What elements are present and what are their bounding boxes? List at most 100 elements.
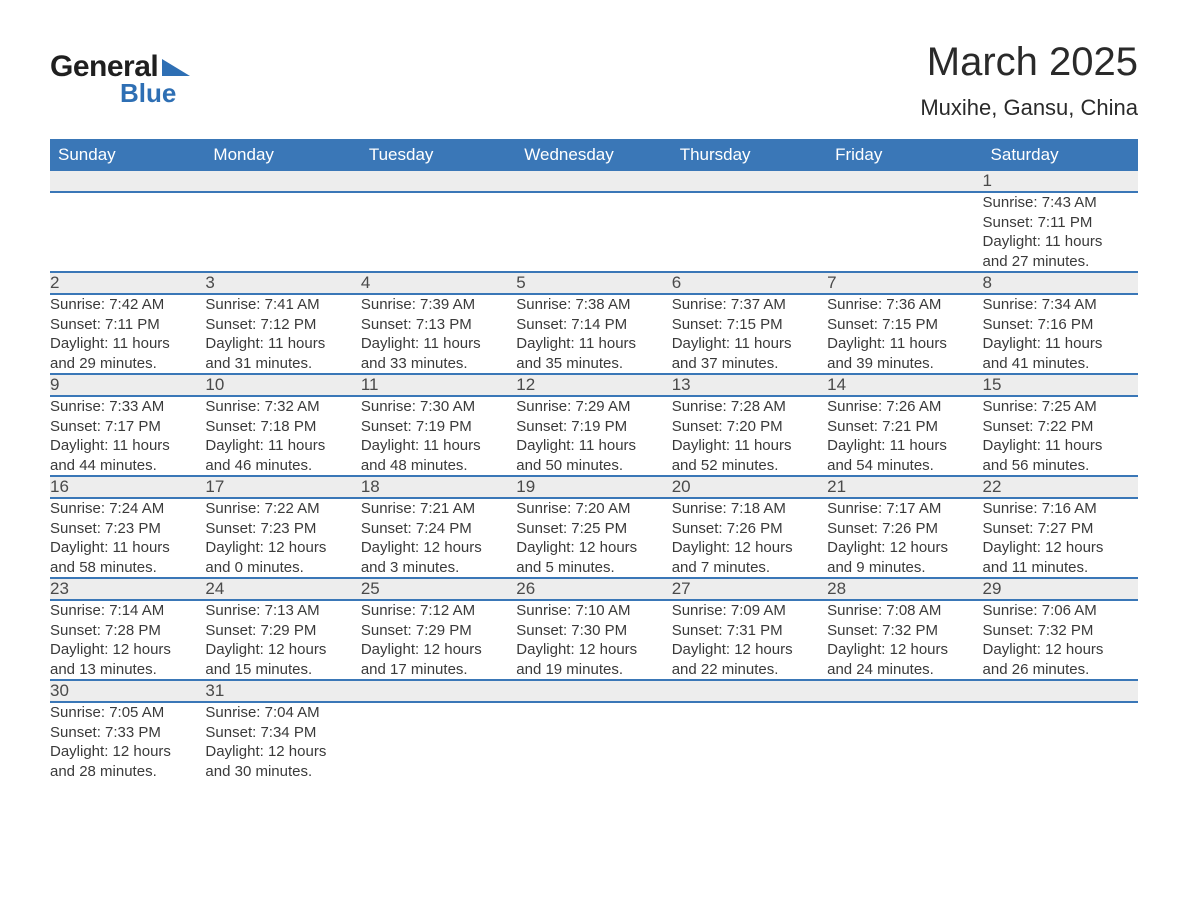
weekday-header: Friday bbox=[827, 139, 982, 171]
day-number-cell: 12 bbox=[516, 374, 671, 396]
day-number-cell: 13 bbox=[672, 374, 827, 396]
daylight-text-2: and 27 minutes. bbox=[983, 252, 1138, 272]
day-number-cell bbox=[361, 680, 516, 702]
daylight-text-2: and 48 minutes. bbox=[361, 456, 516, 476]
daylight-text-1: Daylight: 11 hours bbox=[827, 436, 982, 456]
sunset-text: Sunset: 7:11 PM bbox=[983, 213, 1138, 233]
day-number-cell: 23 bbox=[50, 578, 205, 600]
week-detail-row: Sunrise: 7:42 AMSunset: 7:11 PMDaylight:… bbox=[50, 294, 1138, 374]
day-detail-cell: Sunrise: 7:28 AMSunset: 7:20 PMDaylight:… bbox=[672, 396, 827, 476]
daylight-text-2: and 5 minutes. bbox=[516, 558, 671, 578]
daylight-text-2: and 9 minutes. bbox=[827, 558, 982, 578]
day-number-cell bbox=[983, 680, 1138, 702]
sunrise-text: Sunrise: 7:33 AM bbox=[50, 397, 205, 417]
daylight-text-2: and 44 minutes. bbox=[50, 456, 205, 476]
day-detail-cell bbox=[516, 702, 671, 781]
sunrise-text: Sunrise: 7:41 AM bbox=[205, 295, 360, 315]
day-number-cell: 25 bbox=[361, 578, 516, 600]
daylight-text-1: Daylight: 12 hours bbox=[205, 538, 360, 558]
daylight-text-1: Daylight: 12 hours bbox=[827, 640, 982, 660]
day-detail-cell: Sunrise: 7:26 AMSunset: 7:21 PMDaylight:… bbox=[827, 396, 982, 476]
daylight-text-2: and 58 minutes. bbox=[50, 558, 205, 578]
sunrise-text: Sunrise: 7:09 AM bbox=[672, 601, 827, 621]
day-detail-cell bbox=[672, 702, 827, 781]
weekday-header: Thursday bbox=[672, 139, 827, 171]
brand-logo: General Blue bbox=[50, 40, 190, 109]
day-detail-cell: Sunrise: 7:21 AMSunset: 7:24 PMDaylight:… bbox=[361, 498, 516, 578]
sunset-text: Sunset: 7:33 PM bbox=[50, 723, 205, 743]
calendar-table: SundayMondayTuesdayWednesdayThursdayFrid… bbox=[50, 139, 1138, 781]
sunrise-text: Sunrise: 7:38 AM bbox=[516, 295, 671, 315]
day-detail-cell: Sunrise: 7:39 AMSunset: 7:13 PMDaylight:… bbox=[361, 294, 516, 374]
daylight-text-1: Daylight: 12 hours bbox=[361, 538, 516, 558]
day-detail-cell bbox=[672, 192, 827, 272]
sunrise-text: Sunrise: 7:04 AM bbox=[205, 703, 360, 723]
daylight-text-2: and 13 minutes. bbox=[50, 660, 205, 680]
day-detail-cell: Sunrise: 7:13 AMSunset: 7:29 PMDaylight:… bbox=[205, 600, 360, 680]
sunset-text: Sunset: 7:23 PM bbox=[205, 519, 360, 539]
day-detail-cell: Sunrise: 7:12 AMSunset: 7:29 PMDaylight:… bbox=[361, 600, 516, 680]
day-number-cell: 18 bbox=[361, 476, 516, 498]
sunset-text: Sunset: 7:34 PM bbox=[205, 723, 360, 743]
daylight-text-1: Daylight: 12 hours bbox=[516, 640, 671, 660]
weekday-header: Saturday bbox=[983, 139, 1138, 171]
day-number-cell bbox=[516, 171, 671, 192]
daylight-text-1: Daylight: 11 hours bbox=[672, 334, 827, 354]
daylight-text-2: and 50 minutes. bbox=[516, 456, 671, 476]
daylight-text-2: and 33 minutes. bbox=[361, 354, 516, 374]
day-detail-cell: Sunrise: 7:25 AMSunset: 7:22 PMDaylight:… bbox=[983, 396, 1138, 476]
page-title: March 2025 bbox=[920, 40, 1138, 85]
day-number-cell: 11 bbox=[361, 374, 516, 396]
sunset-text: Sunset: 7:18 PM bbox=[205, 417, 360, 437]
day-detail-cell: Sunrise: 7:34 AMSunset: 7:16 PMDaylight:… bbox=[983, 294, 1138, 374]
daylight-text-2: and 0 minutes. bbox=[205, 558, 360, 578]
sunrise-text: Sunrise: 7:06 AM bbox=[983, 601, 1138, 621]
day-detail-cell: Sunrise: 7:06 AMSunset: 7:32 PMDaylight:… bbox=[983, 600, 1138, 680]
daylight-text-2: and 56 minutes. bbox=[983, 456, 1138, 476]
week-detail-row: Sunrise: 7:33 AMSunset: 7:17 PMDaylight:… bbox=[50, 396, 1138, 476]
day-number-cell: 6 bbox=[672, 272, 827, 294]
day-number-cell: 29 bbox=[983, 578, 1138, 600]
daylight-text-2: and 46 minutes. bbox=[205, 456, 360, 476]
day-number-cell bbox=[50, 171, 205, 192]
daylight-text-1: Daylight: 11 hours bbox=[983, 436, 1138, 456]
week-detail-row: Sunrise: 7:05 AMSunset: 7:33 PMDaylight:… bbox=[50, 702, 1138, 781]
daylight-text-1: Daylight: 12 hours bbox=[361, 640, 516, 660]
daylight-text-2: and 39 minutes. bbox=[827, 354, 982, 374]
day-detail-cell bbox=[50, 192, 205, 272]
sunrise-text: Sunrise: 7:26 AM bbox=[827, 397, 982, 417]
week-detail-row: Sunrise: 7:14 AMSunset: 7:28 PMDaylight:… bbox=[50, 600, 1138, 680]
daylight-text-1: Daylight: 11 hours bbox=[983, 334, 1138, 354]
sunset-text: Sunset: 7:25 PM bbox=[516, 519, 671, 539]
sunrise-text: Sunrise: 7:30 AM bbox=[361, 397, 516, 417]
daylight-text-2: and 26 minutes. bbox=[983, 660, 1138, 680]
daylight-text-1: Daylight: 11 hours bbox=[672, 436, 827, 456]
sunrise-text: Sunrise: 7:32 AM bbox=[205, 397, 360, 417]
sunrise-text: Sunrise: 7:16 AM bbox=[983, 499, 1138, 519]
sunrise-text: Sunrise: 7:10 AM bbox=[516, 601, 671, 621]
day-number-cell: 31 bbox=[205, 680, 360, 702]
daylight-text-1: Daylight: 12 hours bbox=[827, 538, 982, 558]
day-number-cell bbox=[827, 680, 982, 702]
sunrise-text: Sunrise: 7:25 AM bbox=[983, 397, 1138, 417]
daylight-text-1: Daylight: 12 hours bbox=[50, 742, 205, 762]
day-detail-cell: Sunrise: 7:05 AMSunset: 7:33 PMDaylight:… bbox=[50, 702, 205, 781]
sunset-text: Sunset: 7:16 PM bbox=[983, 315, 1138, 335]
week-daynum-row: 16171819202122 bbox=[50, 476, 1138, 498]
sunset-text: Sunset: 7:28 PM bbox=[50, 621, 205, 641]
day-number-cell bbox=[361, 171, 516, 192]
daylight-text-1: Daylight: 11 hours bbox=[205, 334, 360, 354]
sunset-text: Sunset: 7:23 PM bbox=[50, 519, 205, 539]
daylight-text-1: Daylight: 11 hours bbox=[516, 334, 671, 354]
sunset-text: Sunset: 7:12 PM bbox=[205, 315, 360, 335]
sunrise-text: Sunrise: 7:21 AM bbox=[361, 499, 516, 519]
day-detail-cell bbox=[827, 192, 982, 272]
daylight-text-1: Daylight: 12 hours bbox=[516, 538, 671, 558]
weekday-header: Sunday bbox=[50, 139, 205, 171]
week-daynum-row: 23242526272829 bbox=[50, 578, 1138, 600]
day-number-cell: 17 bbox=[205, 476, 360, 498]
day-number-cell bbox=[827, 171, 982, 192]
day-number-cell: 5 bbox=[516, 272, 671, 294]
week-detail-row: Sunrise: 7:24 AMSunset: 7:23 PMDaylight:… bbox=[50, 498, 1138, 578]
sunset-text: Sunset: 7:15 PM bbox=[672, 315, 827, 335]
